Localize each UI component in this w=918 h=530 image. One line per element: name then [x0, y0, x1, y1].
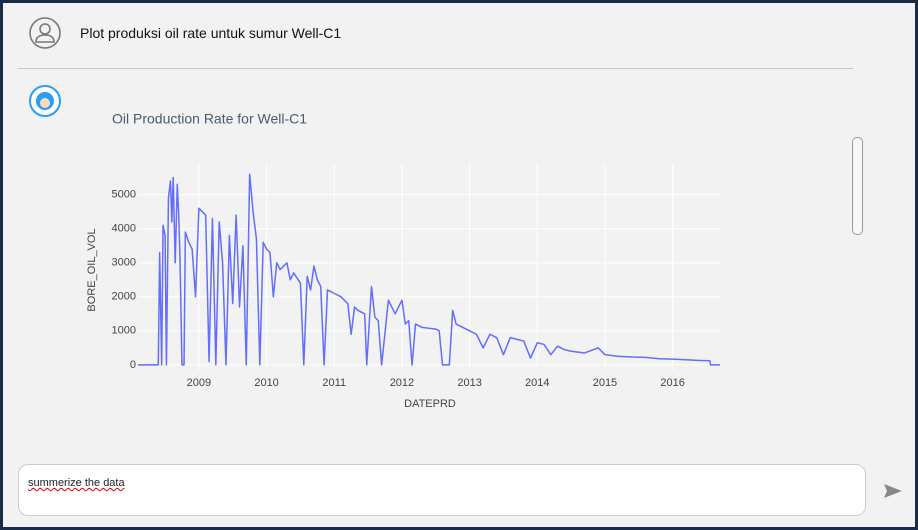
- y-tick-label: 0: [130, 359, 136, 371]
- input-text: summerize the data: [28, 477, 125, 489]
- user-avatar: [29, 17, 61, 49]
- chat-input[interactable]: summerize the data: [18, 464, 866, 516]
- x-tick-label: 2012: [390, 377, 414, 389]
- y-tick-label: 3000: [112, 257, 136, 269]
- chart: Oil Production Rate for Well-C1 DATEPRD …: [86, 111, 720, 410]
- chart-title: Oil Production Rate for Well-C1: [112, 111, 307, 127]
- y-tick-label: 2000: [112, 291, 136, 303]
- x-tick-label: 2015: [593, 377, 617, 389]
- x-tick-label: 2010: [254, 377, 278, 389]
- send-button[interactable]: [881, 479, 905, 503]
- bot-avatar: [29, 85, 61, 117]
- x-tick-label: 2016: [660, 377, 684, 389]
- y-tick-label: 5000: [112, 189, 136, 201]
- y-axis-label: BORE_OIL_VOL: [86, 228, 98, 311]
- x-tick-label: 2009: [187, 377, 211, 389]
- x-tick-label: 2011: [322, 377, 346, 389]
- user-message: Plot produksi oil rate untuk sumur Well-…: [80, 25, 342, 41]
- scrollbar[interactable]: [852, 137, 863, 235]
- x-tick-label: 2013: [457, 377, 481, 389]
- y-tick-label: 1000: [112, 325, 136, 337]
- divider: [18, 68, 853, 69]
- data-line: [138, 173, 720, 366]
- x-tick-label: 2014: [525, 377, 549, 389]
- y-tick-label: 4000: [112, 223, 136, 235]
- x-axis-label: DATEPRD: [404, 398, 456, 410]
